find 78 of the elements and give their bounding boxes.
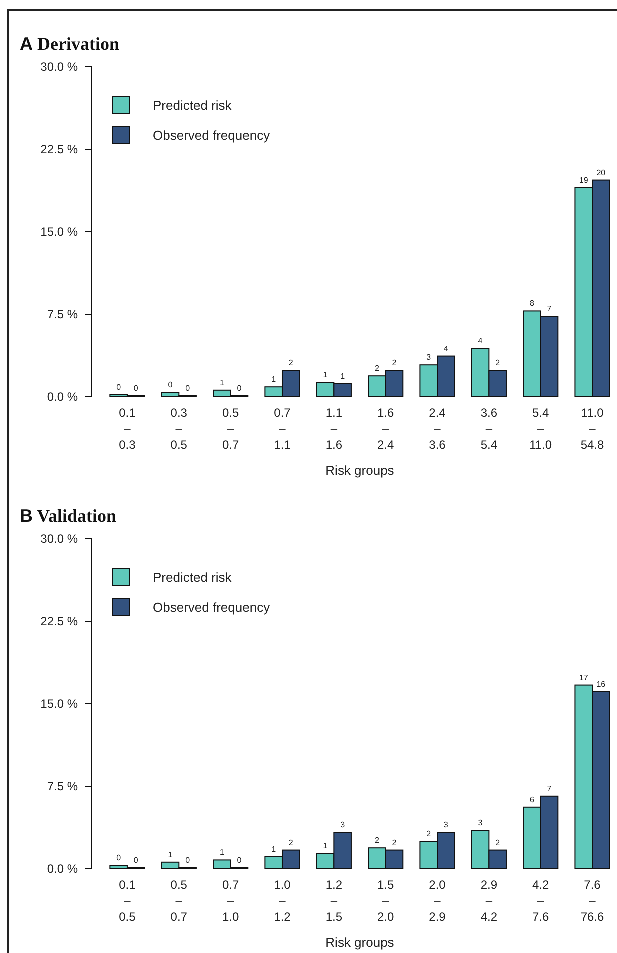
- data-label: 4: [444, 344, 449, 354]
- data-label: 1: [220, 378, 225, 388]
- data-label: 1: [323, 842, 328, 851]
- y-tick-label: 7.5 %: [47, 308, 78, 322]
- data-label: 0: [116, 854, 122, 863]
- x-tick-label: 3.6 – 5.4: [480, 406, 498, 452]
- x-tick-label: 0.1 – 0.3: [119, 406, 136, 452]
- x-tick-label: 1.5 – 2.0: [377, 878, 394, 924]
- x-tick-label: 1.2 – 1.5: [326, 878, 343, 924]
- y-tick-label: 15.0 %: [40, 697, 78, 711]
- y-tick-label: 0.0 %: [47, 862, 78, 876]
- x-tick-label: 0.7 – 1.0: [222, 878, 240, 924]
- data-label: 19: [579, 176, 589, 185]
- data-label: 1: [272, 375, 277, 384]
- legend-label: Observed frequency: [153, 600, 271, 615]
- x-tick-label: 5.4 – 11.0: [530, 406, 552, 452]
- data-label: 2: [392, 358, 398, 368]
- data-label: 2: [426, 830, 432, 838]
- data-label: 0: [134, 384, 139, 393]
- x-axis-title: Risk groups: [326, 463, 395, 478]
- data-label: 0: [116, 382, 122, 392]
- chart-title: A Derivation: [20, 34, 120, 54]
- x-tick-label: 2.4 – 3.6: [429, 406, 446, 452]
- x-tick-label: 0.5 – 0.7: [222, 406, 240, 452]
- data-label: 1: [340, 372, 346, 381]
- data-label: 0: [134, 856, 139, 865]
- data-label: 2: [288, 838, 294, 848]
- data-label: 2: [496, 838, 501, 848]
- x-tick-label: 0.7 – 1.1: [274, 406, 292, 452]
- x-tick-label: 2.9 – 4.2: [480, 878, 498, 924]
- data-label: 2: [392, 838, 398, 848]
- data-label: 1: [272, 844, 277, 854]
- data-label: 3: [478, 818, 484, 828]
- y-tick-label: 7.5 %: [47, 780, 78, 794]
- data-label: 2: [374, 364, 380, 374]
- y-tick-label: 0.0 %: [47, 390, 78, 404]
- data-label: 3: [426, 353, 432, 362]
- data-label: 8: [530, 299, 535, 308]
- x-tick-label: 1.6 – 2.4: [377, 406, 394, 452]
- y-tick-label: 15.0 %: [40, 225, 78, 239]
- data-label: 0: [237, 384, 242, 393]
- data-label: 2: [288, 358, 294, 368]
- y-tick-label: 30.0 %: [40, 532, 78, 546]
- legend-label: Predicted risk: [153, 98, 232, 113]
- data-label: 3: [444, 820, 449, 830]
- data-label: 2: [496, 358, 501, 368]
- data-label: 0: [186, 384, 191, 393]
- x-tick-label: 4.2 – 7.6: [532, 878, 550, 924]
- y-tick-label: 22.5 %: [40, 142, 78, 156]
- data-label: 1: [168, 850, 174, 860]
- y-tick-label: 30.0 %: [40, 60, 78, 74]
- data-label: 1: [323, 370, 328, 380]
- x-tick-label: 7.6 – 76.6: [580, 878, 605, 924]
- data-label: 16: [596, 680, 606, 689]
- x-tick-label: 0.1 – 0.5: [119, 878, 136, 924]
- x-tick-label: 11.0 – 54.8: [580, 406, 605, 452]
- data-label: 0: [237, 856, 242, 865]
- x-axis-title: Risk groups: [326, 935, 395, 950]
- data-label: 20: [596, 168, 606, 178]
- chart-title: B Validation: [20, 506, 117, 526]
- legend-label: Predicted risk: [153, 570, 232, 585]
- x-tick-label: 0.3 – 0.5: [170, 406, 188, 452]
- x-tick-label: 2.0 – 2.9: [429, 878, 446, 924]
- x-tick-label: 1.1 – 1.6: [326, 406, 343, 452]
- data-label: 4: [478, 336, 484, 346]
- data-label: 17: [579, 673, 589, 682]
- data-label: 0: [168, 380, 174, 390]
- data-label: 2: [374, 836, 380, 846]
- x-tick-label: 0.5 – 0.7: [170, 878, 188, 924]
- data-label: 6: [530, 795, 535, 804]
- y-tick-label: 22.5 %: [40, 614, 78, 628]
- data-label: 7: [547, 784, 552, 794]
- legend-label: Observed frequency: [153, 128, 271, 143]
- data-label: 7: [547, 304, 552, 314]
- data-label: 3: [340, 820, 346, 830]
- data-label: 0: [186, 856, 191, 865]
- data-label: 1: [220, 848, 225, 858]
- x-tick-label: 1.0 – 1.2: [274, 878, 292, 924]
